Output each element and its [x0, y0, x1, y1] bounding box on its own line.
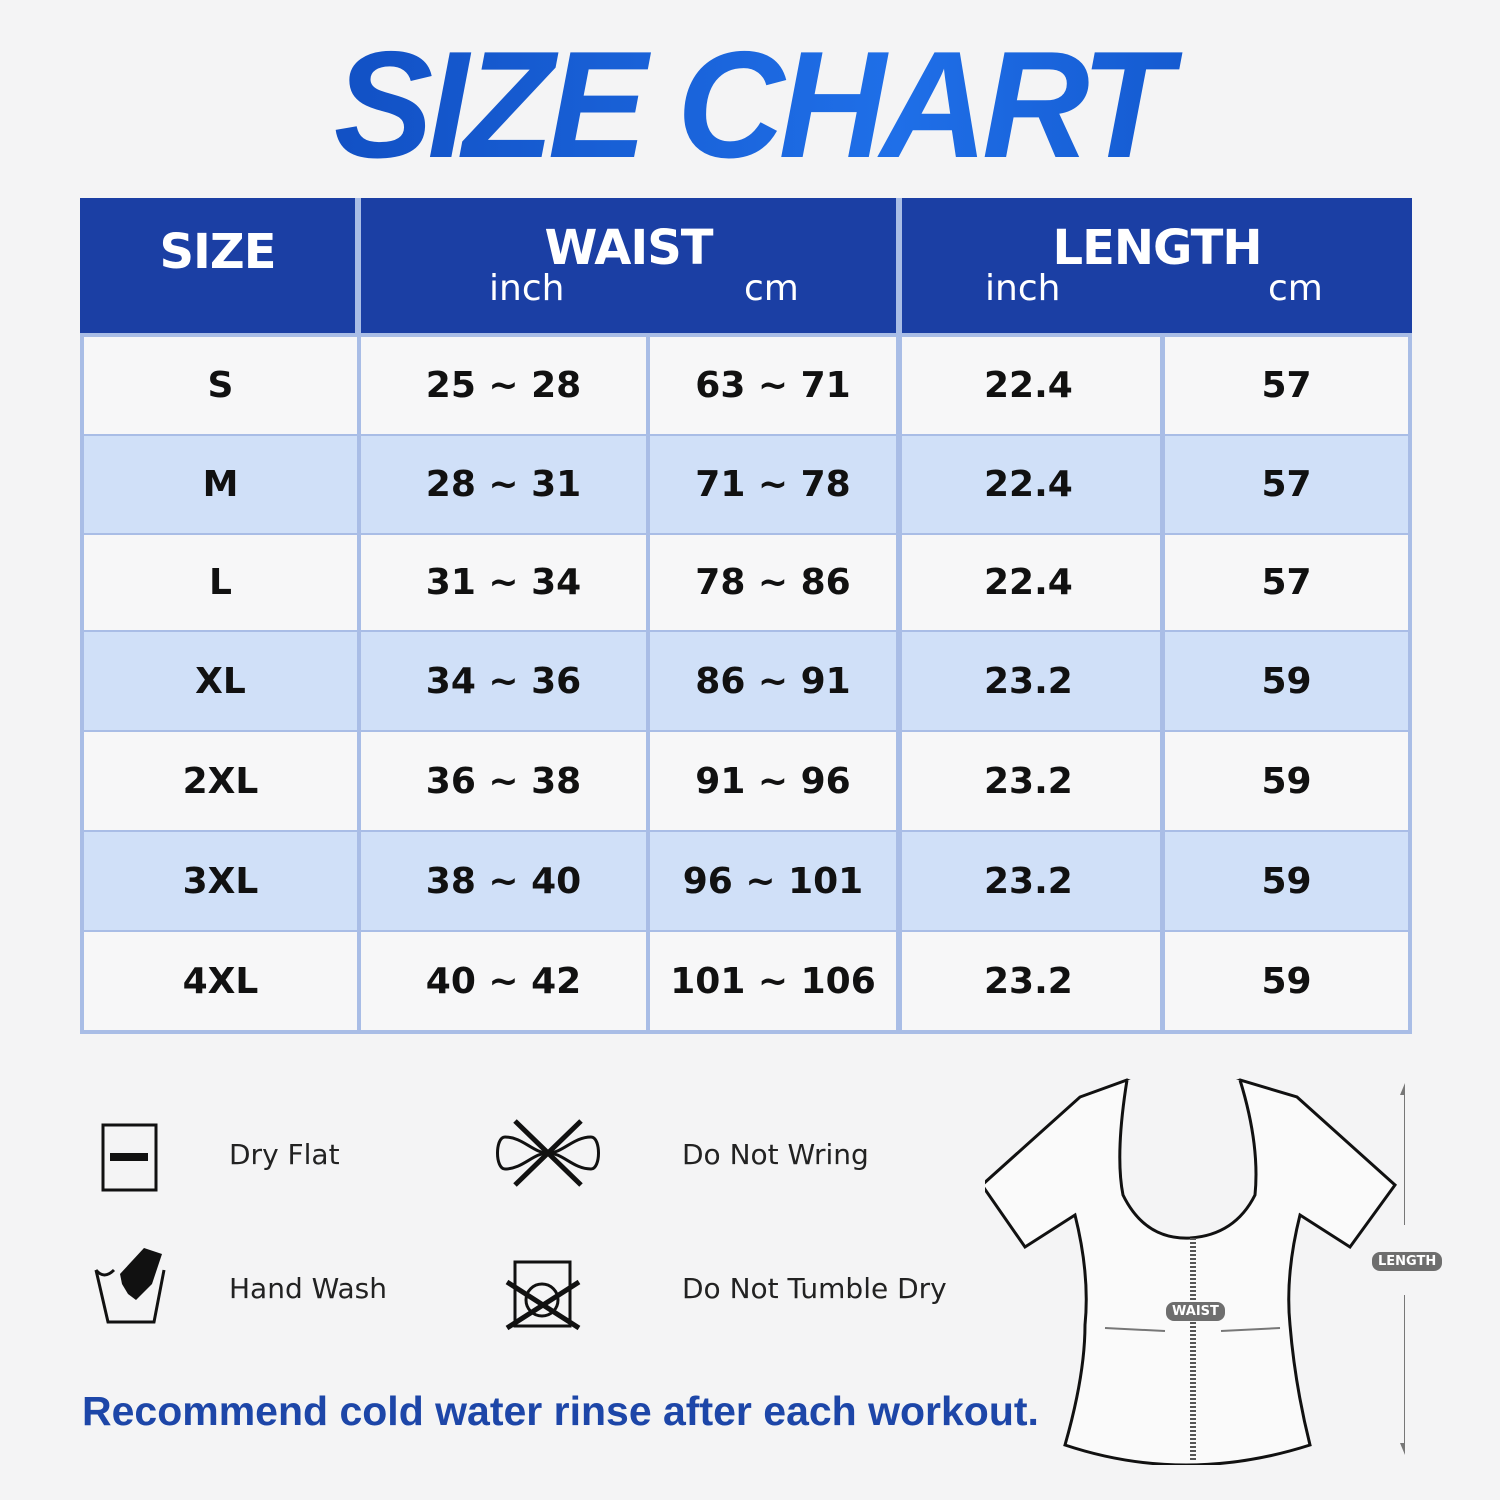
do-not-tumble-dry-icon: [505, 1260, 581, 1331]
care-do-not-wring: Do Not Wring: [682, 1138, 869, 1171]
table-cell-length-inch: 22.4: [902, 535, 1160, 630]
header-waist-cm: cm: [744, 268, 799, 309]
dry-flat-icon: [101, 1123, 158, 1192]
table-cell-waist-inch: 28 ~ 31: [361, 436, 646, 533]
care-do-not-tumble-dry: Do Not Tumble Dry: [682, 1272, 947, 1305]
hand-wash-icon: [94, 1248, 166, 1324]
care-note: Recommend cold water rinse after each wo…: [82, 1388, 1039, 1434]
table-cell-waist-inch: 34 ~ 36: [361, 632, 646, 730]
size-cell: XL: [84, 632, 357, 730]
table-cell-length-inch: 23.2: [902, 832, 1160, 930]
care-dry-flat: Dry Flat: [229, 1138, 340, 1171]
table-cell-waist-cm: 78 ~ 86: [650, 535, 896, 630]
table-cell-length-inch: 23.2: [902, 632, 1160, 730]
table-cell-waist-inch: 36 ~ 38: [361, 732, 646, 830]
header-length-cm: cm: [1268, 268, 1323, 309]
table-cell-length-cm: 59: [1165, 932, 1408, 1030]
header-length-label: LENGTH: [1052, 220, 1262, 276]
table-cell-length-cm: 57: [1165, 337, 1408, 434]
table-cell-waist-cm: 101 ~ 106: [650, 932, 896, 1030]
waist-label: WAIST: [1166, 1302, 1225, 1321]
header-size: SIZE: [80, 198, 355, 333]
size-cell: M: [84, 436, 357, 533]
table-cell-waist-inch: 31 ~ 34: [361, 535, 646, 630]
length-label: LENGTH: [1372, 1252, 1443, 1271]
table-cell-length-cm: 57: [1165, 436, 1408, 533]
table-cell-waist-inch: 25 ~ 28: [361, 337, 646, 434]
table-cell-length-cm: 59: [1165, 832, 1408, 930]
size-table: SIZE WAIST inch cm LENGTH inch cm S 25 ~ …: [80, 198, 1412, 1034]
header-size-label: SIZE: [159, 224, 276, 280]
table-cell-length-cm: 57: [1165, 535, 1408, 630]
size-cell: 2XL: [84, 732, 357, 830]
table-cell-length-inch: 23.2: [902, 732, 1160, 830]
table-cell-length-inch: 23.2: [902, 932, 1160, 1030]
header-length: LENGTH inch cm: [902, 198, 1412, 333]
size-cell: L: [84, 535, 357, 630]
table-cell-waist-inch: 38 ~ 40: [361, 832, 646, 930]
header-waist: WAIST inch cm: [361, 198, 896, 333]
size-cell: 4XL: [84, 932, 357, 1030]
table-cell-length-inch: 22.4: [902, 337, 1160, 434]
size-cell: 3XL: [84, 832, 357, 930]
table-cell-length-cm: 59: [1165, 632, 1408, 730]
care-hand-wash: Hand Wash: [229, 1272, 388, 1305]
table-cell-waist-cm: 96 ~ 101: [650, 832, 896, 930]
table-cell-waist-cm: 63 ~ 71: [650, 337, 896, 434]
size-cell: S: [84, 337, 357, 434]
page-title: SIZE CHART: [15, 18, 1485, 193]
header-length-inch: inch: [985, 268, 1061, 309]
header-waist-inch: inch: [489, 268, 565, 309]
table-cell-waist-cm: 91 ~ 96: [650, 732, 896, 830]
table-cell-waist-cm: 86 ~ 91: [650, 632, 896, 730]
table-cell-waist-inch: 40 ~ 42: [361, 932, 646, 1030]
table-cell-waist-cm: 71 ~ 78: [650, 436, 896, 533]
header-waist-label: WAIST: [544, 220, 713, 276]
do-not-wring-icon: [496, 1119, 600, 1187]
garment-diagram-icon: [985, 1078, 1405, 1465]
table-cell-length-inch: 22.4: [902, 436, 1160, 533]
table-cell-length-cm: 59: [1165, 732, 1408, 830]
